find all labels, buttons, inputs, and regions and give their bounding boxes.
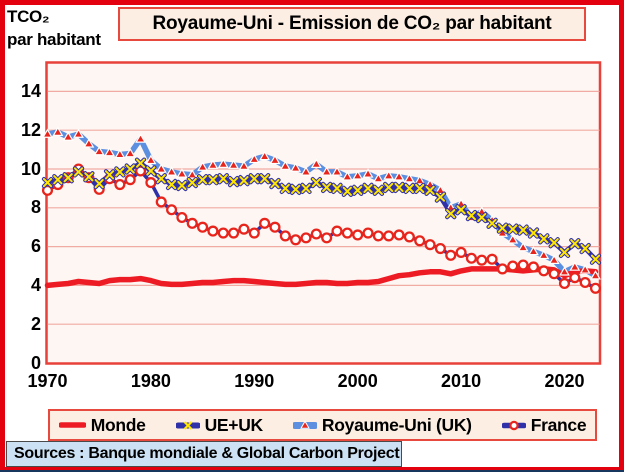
uk-triangle-marker-swatch xyxy=(292,419,317,429)
legend-label-france: France xyxy=(530,414,587,435)
y-tick-label: 14 xyxy=(20,80,41,101)
legend-item-france: France xyxy=(501,414,587,436)
y-tick-label: 8 xyxy=(30,197,41,218)
legend-label-royaume-uni: Royaume-Uni (UK) xyxy=(321,414,472,435)
y-axis-unit-line1: TCO₂ xyxy=(7,7,50,26)
monde-line-swatch xyxy=(58,422,86,428)
sources-box: Sources : Banque mondiale & Global Carbo… xyxy=(6,441,402,467)
legend-item-royaume-uni: Royaume-Uni (UK) xyxy=(292,414,472,436)
x-tick-label: 1980 xyxy=(130,371,171,391)
y-tick-label: 2 xyxy=(30,313,41,334)
x-tick-label: 1990 xyxy=(234,371,275,391)
x-tick-label: 2000 xyxy=(337,371,378,391)
chart-title-box: Royaume-Uni - Emission de CO₂ par habita… xyxy=(118,7,586,41)
ue-uk-x-marker-swatch xyxy=(175,420,200,430)
x-tick-label: 2020 xyxy=(544,371,585,391)
x-tick-label: 1970 xyxy=(27,371,68,391)
y-tick-label: 0 xyxy=(30,352,41,373)
chart-legend: Monde UE+UK Royaume-Uni (UK) France xyxy=(48,409,597,441)
legend-label-monde: Monde xyxy=(90,414,146,435)
sources-text: Sources : Banque mondiale & Global Carbo… xyxy=(14,445,400,462)
y-tick-label: 10 xyxy=(20,158,41,179)
y-axis-unit-line2: par habitant xyxy=(7,30,101,49)
y-tick-label: 12 xyxy=(20,119,41,140)
chart-title: Royaume-Uni - Emission de CO₂ par habita… xyxy=(152,13,552,34)
legend-item-ue-uk: UE+UK xyxy=(175,414,264,436)
x-tick-label: 2010 xyxy=(441,371,482,391)
y-tick-label: 6 xyxy=(30,236,41,257)
y-tick-label: 4 xyxy=(30,274,41,295)
france-circle-marker-swatch xyxy=(501,420,526,430)
legend-label-ue-uk: UE+UK xyxy=(204,414,264,435)
legend-item-monde: Monde xyxy=(58,414,146,436)
